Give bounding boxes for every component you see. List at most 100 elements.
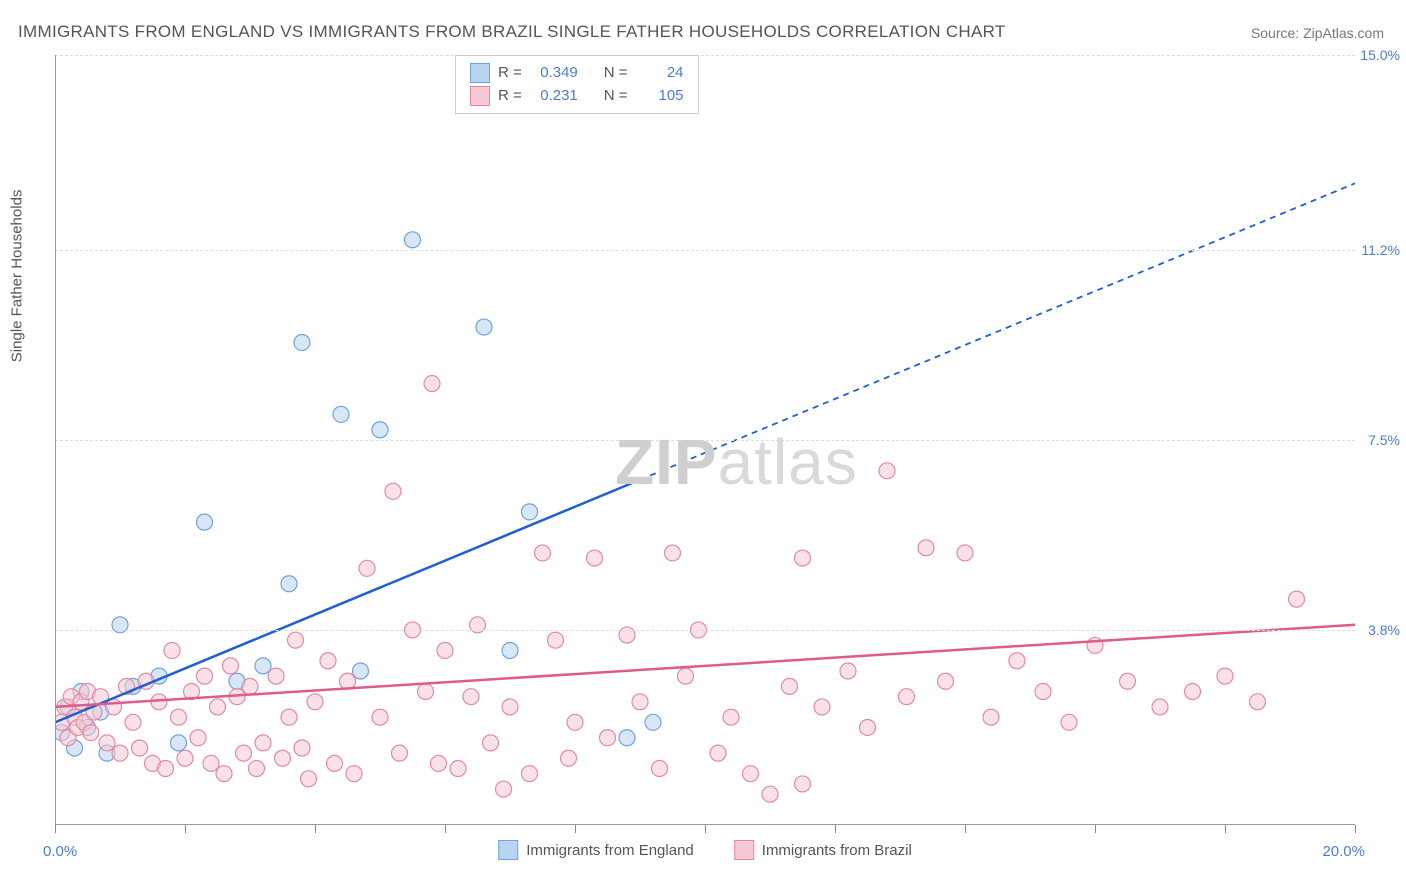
data-point <box>522 766 538 782</box>
data-point <box>197 514 213 530</box>
y-gridline-label: 3.8% <box>1368 622 1400 638</box>
data-point <box>522 504 538 520</box>
data-point <box>99 735 115 751</box>
swatch-brazil-icon <box>734 840 754 860</box>
data-point <box>112 745 128 761</box>
data-point <box>1250 694 1266 710</box>
data-point <box>918 540 934 556</box>
x-tick <box>315 825 316 833</box>
data-point <box>502 642 518 658</box>
gridline <box>55 250 1355 251</box>
y-gridline-label: 7.5% <box>1368 432 1400 448</box>
data-point <box>795 550 811 566</box>
data-point <box>879 463 895 479</box>
data-point <box>405 232 421 248</box>
y-axis-line <box>55 55 56 825</box>
x-axis-line <box>55 824 1355 825</box>
x-tick <box>1355 825 1356 833</box>
data-point <box>372 709 388 725</box>
data-point <box>359 560 375 576</box>
data-point <box>424 376 440 392</box>
data-point <box>619 730 635 746</box>
data-point <box>223 658 239 674</box>
data-point <box>600 730 616 746</box>
x-axis-min-label: 0.0% <box>43 843 77 860</box>
data-point <box>83 725 99 741</box>
data-point <box>1185 684 1201 700</box>
data-point <box>463 689 479 705</box>
data-point <box>301 771 317 787</box>
x-tick <box>835 825 836 833</box>
data-point <box>164 642 180 658</box>
data-point <box>392 745 408 761</box>
data-point <box>294 334 310 350</box>
data-point <box>125 714 141 730</box>
data-point <box>385 483 401 499</box>
data-point <box>723 709 739 725</box>
x-tick <box>705 825 706 833</box>
stats-row-england: R = 0.349 N = 24 <box>470 62 684 85</box>
legend-label-brazil: Immigrants from Brazil <box>762 842 912 859</box>
x-tick <box>1095 825 1096 833</box>
x-tick <box>55 825 56 833</box>
n-value-1: 105 <box>636 85 684 108</box>
data-point <box>255 658 271 674</box>
trend-line-extrapolated <box>640 183 1355 479</box>
data-point <box>268 668 284 684</box>
data-point <box>665 545 681 561</box>
data-point <box>333 406 349 422</box>
y-gridline-label: 11.2% <box>1361 242 1400 258</box>
data-point <box>1009 653 1025 669</box>
gridline <box>55 55 1355 56</box>
n-label-0: N = <box>604 62 628 85</box>
data-point <box>281 576 297 592</box>
data-point <box>762 786 778 802</box>
legend-item-brazil: Immigrants from Brazil <box>734 840 912 860</box>
x-tick <box>185 825 186 833</box>
data-point <box>502 699 518 715</box>
legend-label-england: Immigrants from England <box>526 842 694 859</box>
data-point <box>216 766 232 782</box>
data-point <box>632 694 648 710</box>
data-point <box>535 545 551 561</box>
data-point <box>548 632 564 648</box>
data-point <box>236 745 252 761</box>
data-point <box>294 740 310 756</box>
legend-item-england: Immigrants from England <box>498 840 694 860</box>
data-point <box>197 668 213 684</box>
data-point <box>307 694 323 710</box>
data-point <box>782 678 798 694</box>
n-value-0: 24 <box>636 62 684 85</box>
data-point <box>171 735 187 751</box>
data-point <box>255 735 271 751</box>
data-point <box>158 761 174 777</box>
data-point <box>483 735 499 751</box>
x-tick <box>445 825 446 833</box>
data-point <box>840 663 856 679</box>
data-point <box>281 709 297 725</box>
data-point <box>177 750 193 766</box>
x-tick <box>1225 825 1226 833</box>
data-point <box>814 699 830 715</box>
r-label-0: R = <box>498 62 522 85</box>
source-attribution: Source: ZipAtlas.com <box>1251 25 1384 41</box>
data-point <box>431 755 447 771</box>
y-gridline-label: 15.0% <box>1360 47 1400 63</box>
chart-title: IMMIGRANTS FROM ENGLAND VS IMMIGRANTS FR… <box>18 22 1006 42</box>
data-point <box>795 776 811 792</box>
r-value-0: 0.349 <box>530 62 578 85</box>
data-point <box>1152 699 1168 715</box>
data-point <box>249 761 265 777</box>
data-point <box>652 761 668 777</box>
gridline <box>55 440 1355 441</box>
chart-area: Single Father Households 3.8%7.5%11.2%15… <box>55 55 1355 825</box>
correlation-stats-legend: R = 0.349 N = 24 R = 0.231 N = 105 <box>455 55 699 114</box>
stats-row-brazil: R = 0.231 N = 105 <box>470 85 684 108</box>
data-point <box>372 422 388 438</box>
data-point <box>1061 714 1077 730</box>
swatch-england <box>470 63 490 83</box>
data-point <box>938 673 954 689</box>
data-point <box>567 714 583 730</box>
data-point <box>418 684 434 700</box>
data-point <box>353 663 369 679</box>
